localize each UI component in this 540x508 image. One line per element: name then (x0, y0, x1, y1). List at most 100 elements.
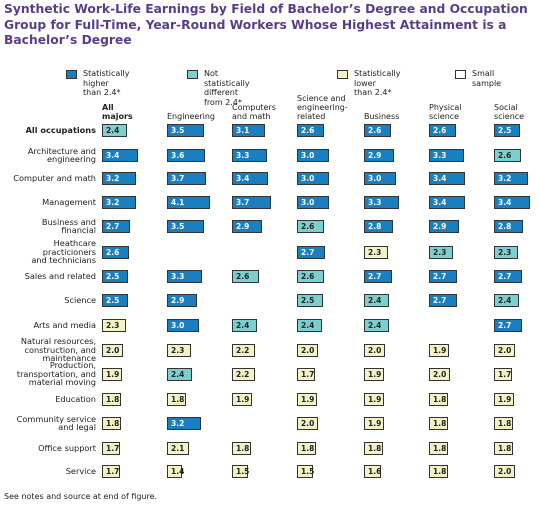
bar-value-9-0: 2.0 (106, 345, 120, 355)
bar-0-3: 2.6 (297, 123, 325, 137)
bar-10-1: 2.4 (167, 367, 193, 381)
bar-0-2: 3.1 (232, 123, 265, 137)
bar-value-7-5: 2.7 (433, 295, 447, 305)
bar-value-3-2: 3.7 (236, 197, 250, 207)
bar-value-10-0: 1.9 (106, 369, 120, 379)
bar-value-9-6: 2.0 (498, 345, 512, 355)
bar-value-13-1: 2.1 (171, 443, 185, 453)
bar-11-5: 1.8 (429, 392, 448, 406)
bar-3-0: 3.2 (102, 195, 136, 209)
row-label-4: Business and financial (41, 216, 96, 235)
bar-value-8-2: 2.4 (236, 320, 250, 330)
row-label-7: Science (64, 294, 96, 305)
bar-11-1: 1.8 (167, 392, 186, 406)
bar-14-5: 1.8 (429, 464, 448, 478)
bar-12-0: 1.8 (102, 416, 121, 430)
bar-1-4: 2.9 (364, 148, 395, 162)
bar-value-10-2: 2.2 (236, 369, 250, 379)
bar-value-2-1: 3.7 (171, 173, 185, 183)
bar-1-5: 3.3 (429, 148, 464, 162)
bar-value-12-5: 1.8 (433, 418, 447, 428)
row-label-9: Natural resources, construction, and mai… (20, 336, 96, 364)
bar-value-8-0: 2.3 (106, 320, 120, 330)
bar-value-0-1: 3.5 (171, 125, 185, 135)
bar-14-2: 1.5 (232, 464, 249, 478)
row-label-0: All occupations (25, 124, 96, 135)
bar-value-11-1: 1.8 (171, 394, 185, 404)
bar-10-3: 1.7 (297, 367, 315, 381)
bar-14-3: 1.5 (297, 464, 315, 478)
legend-swatch-nodiff (187, 70, 198, 79)
bar-value-14-1: 1.4 (171, 466, 185, 476)
bar-6-5: 2.7 (429, 269, 458, 283)
bar-13-4: 1.8 (364, 441, 383, 455)
bar-value-13-4: 1.8 (368, 443, 382, 453)
bar-1-0: 3.4 (102, 148, 138, 162)
row-label-13: Office support (38, 442, 96, 453)
bar-value-7-6: 2.4 (498, 295, 512, 305)
bar-7-6: 2.4 (494, 293, 520, 307)
bar-value-13-3: 1.8 (301, 443, 315, 453)
bar-8-1: 3.0 (167, 318, 199, 332)
bar-13-3: 1.8 (297, 441, 316, 455)
column-header-0: All majors (102, 103, 133, 121)
bar-value-14-4: 1.6 (368, 466, 382, 476)
bar-value-1-3: 3.0 (301, 150, 315, 160)
bar-value-14-5: 1.8 (433, 466, 447, 476)
bar-value-9-5: 1.9 (433, 345, 447, 355)
bar-value-2-2: 3.4 (236, 173, 250, 183)
row-label-8: Arts and media (33, 319, 96, 330)
bar-value-14-3: 1.5 (301, 466, 315, 476)
bar-8-4: 2.4 (364, 318, 390, 332)
row-label-6: Sales and related (24, 270, 96, 281)
bar-2-4: 3.0 (364, 171, 396, 185)
bar-value-1-2: 3.3 (236, 150, 250, 160)
legend-label-lower: Statistically lower than 2.4* (354, 69, 401, 97)
bar-value-0-6: 2.5 (498, 125, 512, 135)
bar-value-0-5: 2.6 (433, 125, 447, 135)
bar-value-10-5: 2.0 (433, 369, 447, 379)
bar-12-4: 1.9 (364, 416, 384, 430)
chart-title: Synthetic Work-Life Earnings by Field of… (4, 2, 528, 47)
bar-4-3: 2.6 (297, 219, 325, 233)
bar-value-13-0: 1.7 (106, 443, 120, 453)
bar-value-4-6: 2.8 (498, 221, 512, 231)
bar-value-3-4: 3.3 (368, 197, 382, 207)
bar-12-3: 2.0 (297, 416, 318, 430)
bar-value-12-6: 1.8 (498, 418, 512, 428)
bar-6-1: 3.3 (167, 269, 202, 283)
bar-1-2: 3.3 (232, 148, 267, 162)
legend-label-nodiff: Not statistically different from 2.4* (204, 69, 250, 107)
bar-4-2: 2.9 (232, 219, 263, 233)
bar-value-11-3: 1.9 (301, 394, 315, 404)
column-header-3: Science and engineering- related (297, 94, 348, 121)
bar-9-5: 1.9 (429, 343, 449, 357)
bar-7-5: 2.7 (429, 293, 458, 307)
bar-value-11-6: 1.9 (498, 394, 512, 404)
row-label-14: Service (65, 465, 96, 476)
footnote: See notes and source at end of figure. (4, 492, 158, 501)
row-label-5: Heathcare practicioners and technicians (31, 238, 96, 266)
bar-11-2: 1.9 (232, 392, 252, 406)
bar-value-7-0: 2.5 (106, 295, 120, 305)
bar-2-1: 3.7 (167, 171, 206, 185)
bar-value-1-4: 2.9 (368, 150, 382, 160)
bar-value-8-6: 2.7 (498, 320, 512, 330)
bar-2-3: 3.0 (297, 171, 329, 185)
bar-11-3: 1.9 (297, 392, 317, 406)
bar-11-0: 1.8 (102, 392, 121, 406)
row-label-1: Architecture and engineering (27, 145, 96, 164)
bar-value-1-6: 2.6 (498, 150, 512, 160)
bar-value-3-6: 3.4 (498, 197, 512, 207)
bar-3-2: 3.7 (232, 195, 271, 209)
bar-7-1: 2.9 (167, 293, 198, 307)
bar-1-1: 3.6 (167, 148, 205, 162)
bar-4-0: 2.7 (102, 219, 131, 233)
bar-2-2: 3.4 (232, 171, 268, 185)
bar-value-12-0: 1.8 (106, 418, 120, 428)
bar-0-0: 2.4 (102, 123, 128, 137)
bar-8-2: 2.4 (232, 318, 258, 332)
bar-value-0-3: 2.6 (301, 125, 315, 135)
bar-value-11-2: 1.9 (236, 394, 250, 404)
bar-value-6-0: 2.5 (106, 271, 120, 281)
